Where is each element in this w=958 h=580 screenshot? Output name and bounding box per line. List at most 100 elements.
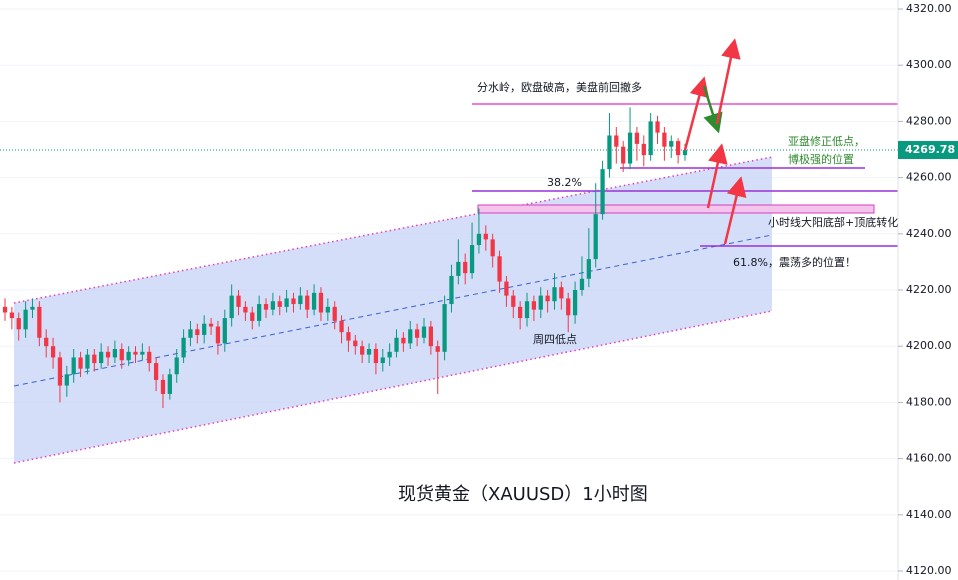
candle-body xyxy=(634,132,640,144)
candle-body xyxy=(621,146,626,164)
candle-body xyxy=(250,312,255,321)
candle-body xyxy=(669,141,674,147)
candle-body xyxy=(353,340,358,347)
candle-body xyxy=(202,323,207,335)
candle-body xyxy=(552,287,557,302)
price-label: 4269.78 xyxy=(905,143,955,156)
candle-body xyxy=(92,354,97,364)
candle-body xyxy=(325,306,330,313)
candle-body xyxy=(648,121,653,156)
annotation: 小时线大阳底部+顶底转化 xyxy=(768,215,898,229)
candle-body xyxy=(497,256,502,282)
candle-body xyxy=(469,245,475,274)
candle-body xyxy=(456,261,461,276)
candle-body xyxy=(449,275,454,305)
candle-body xyxy=(284,298,289,307)
candle-body xyxy=(676,141,681,156)
candle-body xyxy=(401,337,406,344)
candle-body xyxy=(57,357,63,386)
annotation: 周四低点 xyxy=(533,333,577,346)
candle-body xyxy=(504,281,509,296)
candle-body xyxy=(147,351,152,364)
candle-body xyxy=(346,332,351,341)
candle-body xyxy=(339,320,344,333)
candle-body xyxy=(298,295,303,305)
annotation: 38.2% xyxy=(547,176,582,189)
candle-body xyxy=(572,290,578,316)
candle-body xyxy=(579,278,585,290)
candle-body xyxy=(408,329,413,344)
y-tick-label: 4320.00 xyxy=(906,2,952,15)
y-tick-label: 4140.00 xyxy=(906,508,952,521)
y-tick-label: 4200.00 xyxy=(906,339,952,352)
y-tick-label: 4300.00 xyxy=(906,58,952,71)
candle-body xyxy=(37,306,42,338)
candle-body xyxy=(71,357,76,375)
arrow xyxy=(723,176,747,245)
candle-body xyxy=(538,295,543,310)
candle-body xyxy=(195,329,200,335)
candle-body xyxy=(682,150,688,156)
candle-body xyxy=(222,318,227,344)
candle-body xyxy=(627,132,633,164)
candle-body xyxy=(44,337,49,347)
arrow xyxy=(715,38,741,125)
candle-body xyxy=(30,306,35,310)
candle-body xyxy=(305,295,310,310)
candle-body xyxy=(593,214,598,260)
candle-body xyxy=(160,379,166,394)
candle-body xyxy=(126,351,131,361)
y-tick-label: 4120.00 xyxy=(906,564,952,577)
y-axis-labels: 4120.00 4140.00 4160.00 4180.00 4200.00 4220.… xyxy=(898,2,952,577)
candle-body xyxy=(373,349,379,364)
candle-body xyxy=(215,326,221,344)
candle-body xyxy=(50,346,56,358)
y-tick-label: 4240.00 xyxy=(906,227,952,240)
candle-body xyxy=(133,351,138,355)
candle-body xyxy=(181,337,186,358)
candles xyxy=(2,107,688,409)
candle-body xyxy=(23,309,28,330)
candle-body xyxy=(600,169,605,215)
candle-body xyxy=(531,301,537,310)
candle-body xyxy=(78,357,83,369)
candle-body xyxy=(394,337,399,352)
candle-body xyxy=(153,363,159,380)
y-tick-label: 4220.00 xyxy=(906,283,952,296)
candle-body xyxy=(174,357,179,375)
candle-body xyxy=(421,326,427,338)
candle-body xyxy=(366,349,372,355)
candle-body xyxy=(360,346,365,355)
candle-body xyxy=(662,132,667,147)
arrow xyxy=(702,85,723,134)
candle-body xyxy=(614,135,619,147)
candle-body xyxy=(277,301,282,307)
candle-body xyxy=(188,329,193,338)
candle-body xyxy=(2,306,8,313)
candle-body xyxy=(257,304,262,321)
channel-lower xyxy=(13,310,773,464)
candle-body xyxy=(263,304,269,310)
candle-body xyxy=(566,298,571,316)
candle-body xyxy=(243,306,248,313)
arrows xyxy=(683,38,747,245)
candle-body xyxy=(607,135,612,170)
candle-body xyxy=(9,312,14,319)
candle-body xyxy=(387,351,392,358)
candle-body xyxy=(463,261,468,274)
candle-body xyxy=(545,295,550,302)
candle-body xyxy=(99,351,104,364)
candle-body xyxy=(559,287,564,299)
annotation: 亚盘修正低点， xyxy=(788,134,865,148)
candle-body xyxy=(229,295,234,319)
candle-body xyxy=(435,346,440,352)
level-zone xyxy=(477,204,875,214)
candle-body xyxy=(483,233,488,240)
channel-fill xyxy=(14,157,772,463)
price-label-box xyxy=(898,141,958,159)
arrow xyxy=(683,76,710,151)
candle-body xyxy=(140,351,145,355)
candle-body xyxy=(318,292,324,313)
candle-body xyxy=(85,354,90,369)
